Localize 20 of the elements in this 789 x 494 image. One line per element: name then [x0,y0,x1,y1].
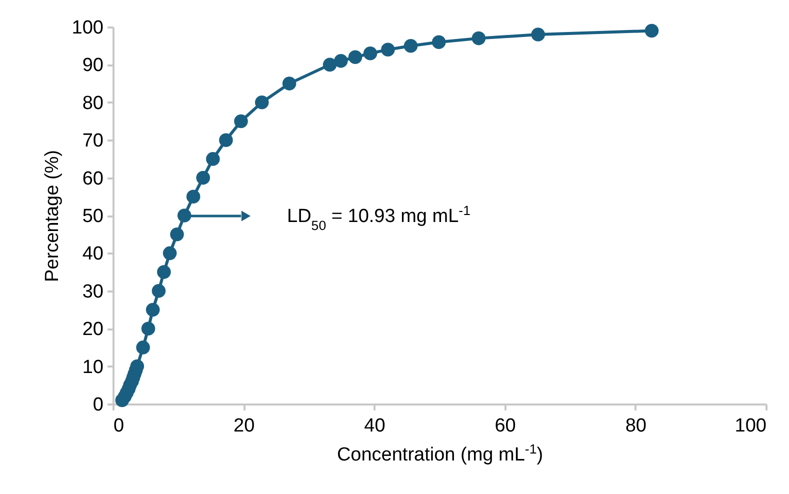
y-tick-label: 10 [82,356,104,378]
x-tick-label: 20 [234,416,255,436]
y-tick-label: 90 [82,55,104,76]
y-tick-label: 30 [82,281,104,302]
annotation: LD$_{50}$ = 10.93 mg mL$^{-1}$ [287,202,470,232]
y-tick-label: 100 [72,18,104,38]
x-tick-label: 80 [625,416,646,436]
x-axis-title: Concentration (mg mL$^{-1}$) [336,441,544,466]
y-tick-label: 20 [82,319,104,340]
x-tick-label: 60 [494,416,516,436]
y-tick-label: 70 [82,130,104,152]
x-tick-label: 0 [114,416,124,436]
y-tick-label: 80 [82,92,104,114]
y-tick-label: 60 [82,168,104,190]
y-tick-label: 50 [82,206,104,227]
y-tick-label: 40 [82,244,104,265]
y-axis-title: Percentage (%) [42,150,63,282]
y-tick-label: 0 [92,394,104,416]
x-tick-label: 40 [364,416,386,436]
x-tick-label: 100 [734,416,766,436]
